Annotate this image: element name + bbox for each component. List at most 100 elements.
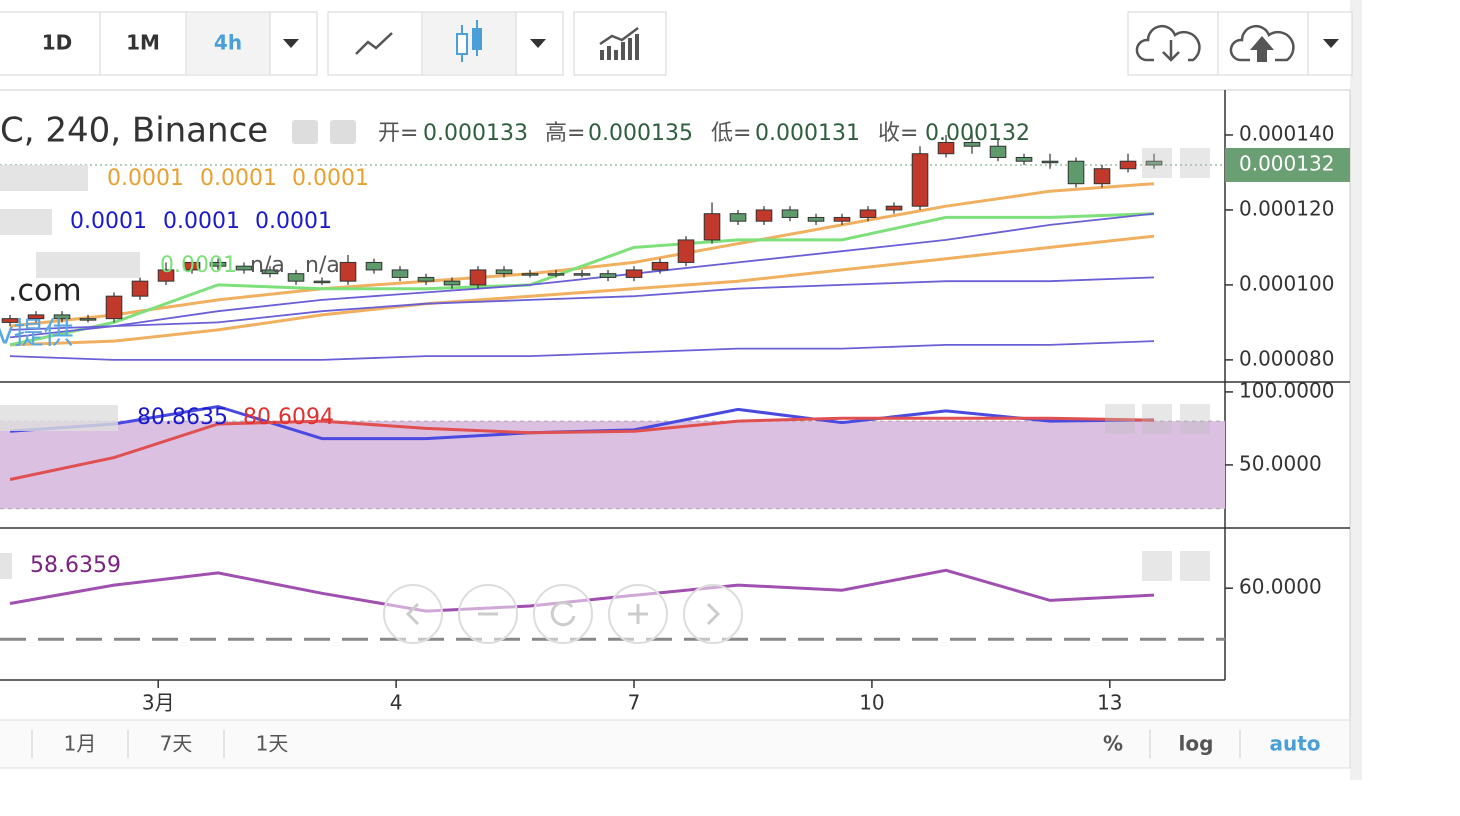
y-tick-label: 0.000100 — [1239, 271, 1334, 295]
dropdown-arrow[interactable] — [530, 39, 546, 48]
candle-body — [443, 280, 461, 286]
overlay-line — [9, 234, 1155, 347]
candle-body — [183, 261, 201, 271]
indicator-icon — [599, 27, 639, 46]
candle-body — [599, 273, 617, 278]
indicator-value: 0.0001 — [292, 166, 369, 191]
rsi-value: 58.6359 — [30, 553, 121, 578]
x-tick-label: 4 — [390, 691, 403, 715]
candle-body — [625, 269, 643, 278]
candle-body — [287, 273, 305, 282]
candle-body — [989, 145, 1007, 158]
ohlc-value: 0.000133 — [423, 121, 528, 146]
candle-body — [807, 216, 825, 222]
candle-body — [469, 269, 487, 286]
legend-icons[interactable] — [0, 165, 88, 191]
candle-body — [53, 314, 71, 320]
range-button[interactable]: 1月 — [64, 732, 97, 756]
scale-option[interactable]: log — [1179, 732, 1214, 756]
indicator-group — [573, 11, 667, 76]
candle-body — [261, 269, 279, 275]
candle-icon — [472, 28, 482, 50]
legend-icons[interactable] — [36, 252, 140, 278]
candle-body — [235, 265, 253, 271]
pane-button[interactable] — [1142, 404, 1172, 434]
line-icon[interactable] — [355, 32, 393, 55]
cloud-download-icon — [1162, 40, 1180, 62]
candle-body — [703, 213, 721, 241]
interval-button[interactable]: 4h — [214, 31, 242, 55]
widget-bg — [0, 0, 1362, 780]
candle-body — [547, 273, 565, 276]
dropdown-arrow[interactable] — [283, 39, 299, 48]
ohlc-value: 0.000131 — [755, 121, 860, 146]
candle-body — [521, 273, 539, 276]
interval-button[interactable]: 1D — [42, 31, 73, 55]
overlay-line — [9, 212, 1155, 339]
ohlc-label: 低= — [711, 121, 751, 146]
legend-icons[interactable] — [0, 209, 52, 235]
candle-body — [391, 269, 409, 278]
x-tick-label: 10 — [859, 691, 884, 715]
band — [0, 421, 1225, 509]
ohlc-label: 收= — [878, 121, 918, 146]
pane-button[interactable] — [1180, 404, 1210, 434]
candle-body — [417, 276, 435, 282]
indicator-value: n/a — [305, 253, 340, 278]
nav-glyphs — [405, 602, 721, 626]
legend-icons[interactable] — [0, 405, 118, 431]
pane-buttons — [1105, 148, 1210, 581]
widget-edge — [1350, 0, 1362, 780]
candle-body — [1119, 160, 1137, 170]
pane-button[interactable] — [1105, 404, 1135, 434]
candle-body — [157, 269, 175, 282]
nav-glyphs — [550, 601, 576, 627]
cloud-upload-icon[interactable] — [1229, 24, 1295, 62]
dropdown-arrow[interactable] — [1323, 39, 1339, 48]
last-price-label: 0.000132 — [1239, 151, 1334, 175]
range-button[interactable]: 1天 — [256, 732, 289, 756]
pane-button[interactable] — [1142, 551, 1172, 581]
candle-body — [573, 273, 591, 276]
indicator-value: 0.0001 — [200, 166, 277, 191]
pane-button[interactable] — [1180, 148, 1210, 178]
settings-icon[interactable] — [330, 120, 356, 144]
y-tick-label: 60.0000 — [1239, 575, 1322, 599]
nav-right[interactable] — [683, 584, 743, 644]
candle-body — [755, 209, 773, 222]
cloud-download-icon[interactable] — [1135, 24, 1201, 62]
candle-body — [1041, 160, 1059, 164]
candle-body — [339, 261, 357, 282]
indicator-value: 0.0001 — [70, 209, 147, 234]
eye-icon[interactable] — [292, 120, 318, 144]
watermark: .com — [8, 274, 82, 309]
candle-body — [651, 261, 669, 271]
x-tick-label: 13 — [1097, 691, 1122, 715]
candle-body — [131, 280, 149, 297]
scale-option[interactable]: % — [1103, 732, 1123, 756]
indicator-icon[interactable] — [600, 34, 639, 60]
candle-body — [885, 205, 903, 211]
x-tick-label: 7 — [628, 691, 641, 715]
cloud-upload-icon — [1250, 36, 1274, 62]
toolbar-box — [1127, 11, 1353, 76]
x-tick-label: 3月 — [142, 691, 175, 715]
overlay-line — [9, 276, 1155, 331]
nav-left[interactable] — [383, 584, 443, 644]
stoch-value: 80.6094 — [243, 405, 334, 430]
nav-reset[interactable] — [533, 584, 593, 644]
candle-body — [677, 239, 695, 263]
footer-bar — [0, 719, 1351, 769]
pane-button[interactable] — [1180, 551, 1210, 581]
candle-body — [859, 209, 877, 218]
range-button[interactable]: 7天 — [160, 732, 193, 756]
candle-body — [937, 141, 955, 155]
candle-body — [911, 153, 929, 207]
last-price-tag — [1225, 147, 1350, 182]
candle-body — [313, 280, 331, 284]
legend-icons[interactable] — [0, 553, 12, 579]
interval-button[interactable]: 1M — [126, 31, 160, 55]
scale-option[interactable]: auto — [1269, 732, 1320, 756]
pane-button[interactable] — [1142, 148, 1172, 178]
candle-icon — [456, 33, 468, 55]
